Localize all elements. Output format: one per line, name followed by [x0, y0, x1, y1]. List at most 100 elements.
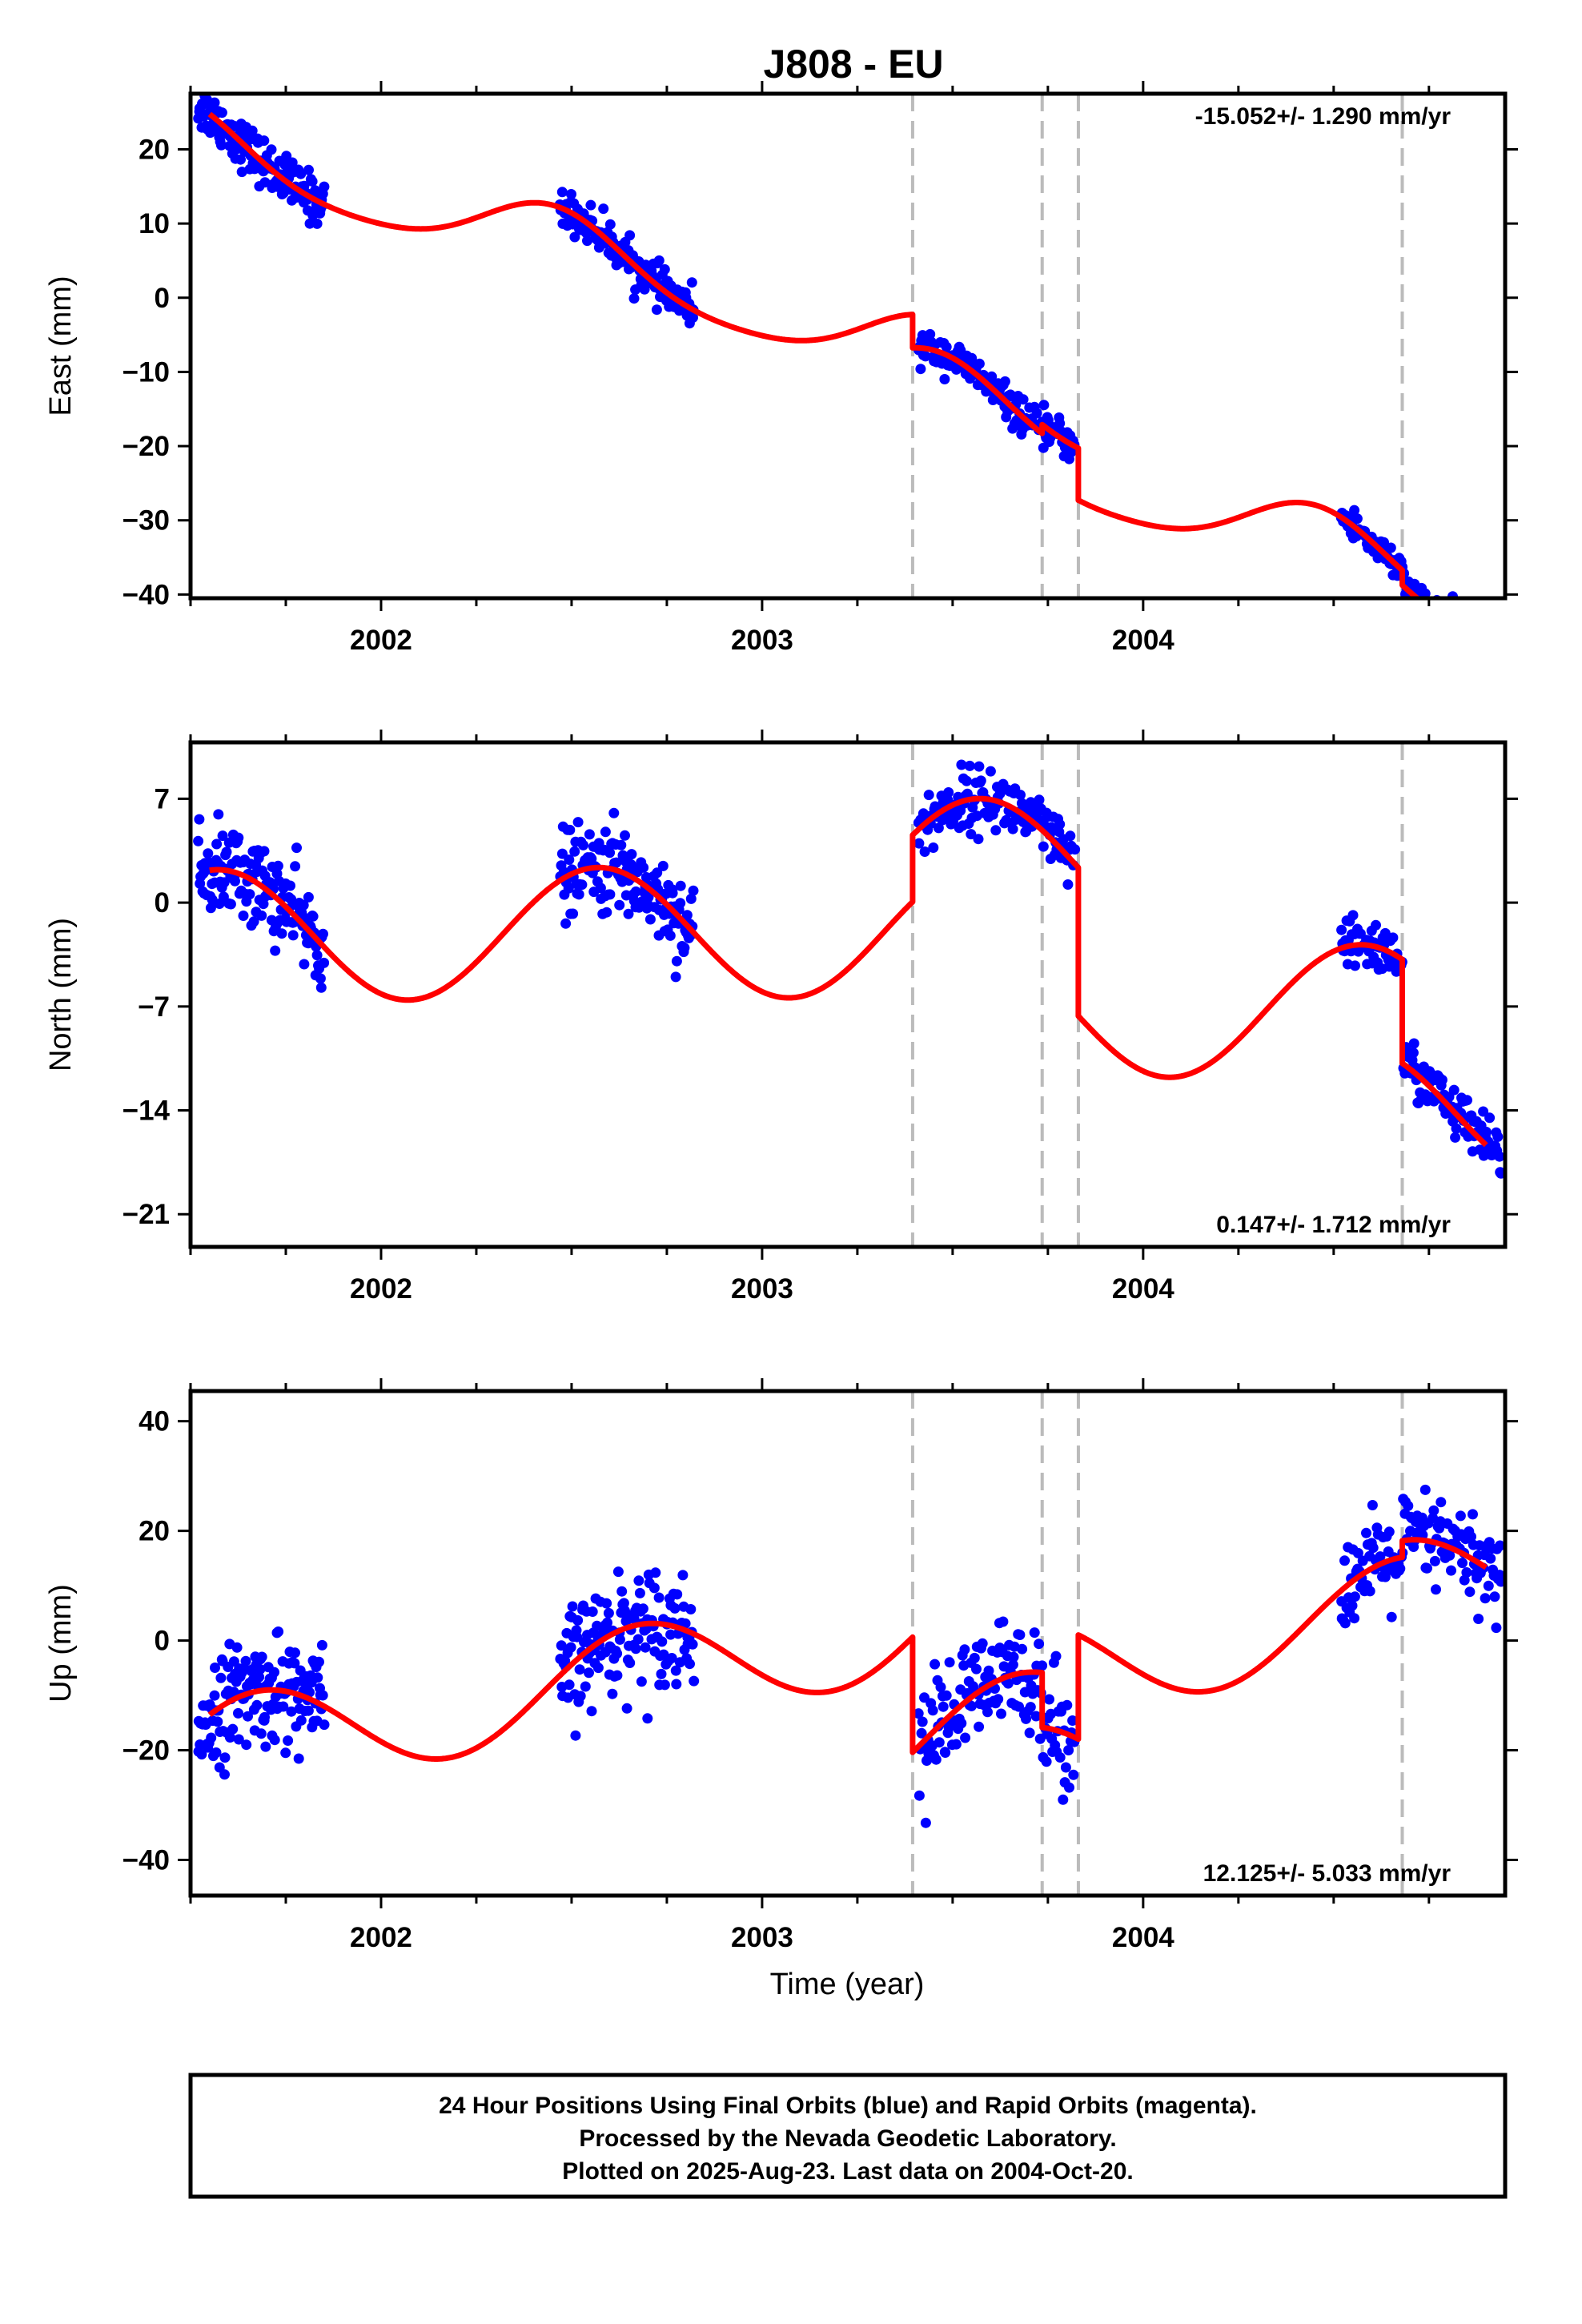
data-point [998, 1616, 1009, 1627]
data-point [1495, 641, 1505, 651]
data-point [1452, 613, 1463, 624]
y-tick-label: −21 [122, 1199, 170, 1230]
data-point [616, 1586, 628, 1597]
data-point [1017, 1643, 1028, 1655]
data-point [973, 834, 984, 845]
data-point [633, 1575, 644, 1586]
data-point [1442, 621, 1452, 632]
data-point [1492, 635, 1502, 645]
data-point [235, 154, 246, 165]
data-point [1007, 823, 1018, 834]
data-point [688, 885, 699, 896]
data-point [1456, 629, 1466, 639]
data-point [1484, 631, 1495, 641]
data-point [1480, 638, 1491, 649]
data-point [1063, 1745, 1074, 1755]
data-point [1014, 1630, 1026, 1640]
data-point [624, 230, 636, 241]
data-point [266, 144, 277, 155]
data-point [209, 1690, 220, 1701]
data-point [1444, 602, 1455, 613]
data-point [996, 1708, 1006, 1719]
data-point [675, 898, 686, 909]
data-point [1037, 1660, 1048, 1671]
data-point [1411, 606, 1422, 617]
y-tick-label: −40 [122, 579, 170, 610]
data-point [677, 1570, 689, 1581]
data-point [985, 766, 996, 777]
data-point [584, 1667, 594, 1679]
chart-title: J808 - EU [763, 42, 943, 86]
data-point [259, 135, 270, 147]
data-point [653, 1592, 665, 1603]
data-point [206, 1732, 217, 1743]
y-tick-label: 40 [139, 1406, 170, 1437]
y-tick-label: −7 [138, 991, 170, 1023]
data-point [1478, 632, 1488, 642]
data-point [256, 910, 267, 921]
data-point [1455, 1510, 1466, 1522]
data-point [311, 950, 323, 961]
data-point [650, 1567, 661, 1578]
data-point [1435, 613, 1446, 624]
data-point [251, 1699, 263, 1711]
data-point [688, 312, 698, 323]
rate-label: -15.052+/- 1.290 mm/yr [1195, 103, 1452, 130]
data-point [295, 168, 307, 179]
data-point [1464, 1586, 1476, 1598]
data-point [1414, 619, 1424, 629]
data-point [1491, 1622, 1502, 1634]
data-point [1450, 607, 1460, 617]
data-point [1428, 607, 1439, 617]
data-point [293, 1753, 304, 1764]
data-point [1031, 408, 1042, 419]
data-point [573, 889, 584, 900]
data-point [592, 1663, 604, 1674]
data-point [1422, 1562, 1432, 1574]
data-point [1449, 609, 1460, 619]
data-point [1484, 644, 1494, 654]
data-point [254, 1671, 265, 1683]
panel-frame [188, 1389, 1508, 1898]
data-point [213, 809, 224, 820]
data-point [1379, 537, 1389, 548]
data-point [1349, 1591, 1360, 1602]
data-point [1068, 1769, 1079, 1780]
data-point [225, 899, 236, 910]
data-point [1350, 960, 1360, 971]
data-point [956, 759, 967, 770]
data-point [598, 203, 609, 215]
data-point [983, 1665, 994, 1676]
data-point [1453, 617, 1464, 628]
data-point [667, 887, 678, 899]
data-point [1480, 1126, 1492, 1137]
data-point [621, 1703, 632, 1714]
data-point [1034, 794, 1045, 806]
y-axis-label: East (mm) [44, 275, 78, 416]
data-point [565, 1642, 576, 1653]
data-point [1008, 1651, 1019, 1663]
data-point [681, 910, 693, 921]
data-point [1455, 621, 1465, 631]
data-point [612, 1566, 624, 1578]
data-point [1434, 622, 1444, 633]
data-point [286, 1706, 297, 1717]
data-point [1385, 542, 1396, 553]
data-point [913, 838, 925, 849]
data-point [582, 235, 592, 247]
data-point [1473, 635, 1484, 645]
data-point [1477, 629, 1488, 640]
data-point [1428, 1505, 1439, 1516]
x-tick-label: 2003 [731, 1273, 793, 1305]
data-point [586, 1706, 597, 1717]
data-point [640, 1642, 651, 1653]
data-point [576, 879, 588, 891]
data-point [316, 1639, 327, 1651]
data-point [283, 1735, 294, 1746]
data-point [1491, 650, 1501, 661]
footer-line-2: Processed by the Nevada Geodetic Laborat… [579, 2125, 1116, 2152]
data-point [1038, 400, 1050, 411]
data-point [1462, 1095, 1472, 1106]
data-point [1457, 1558, 1468, 1569]
panel-frame [188, 740, 1508, 1249]
